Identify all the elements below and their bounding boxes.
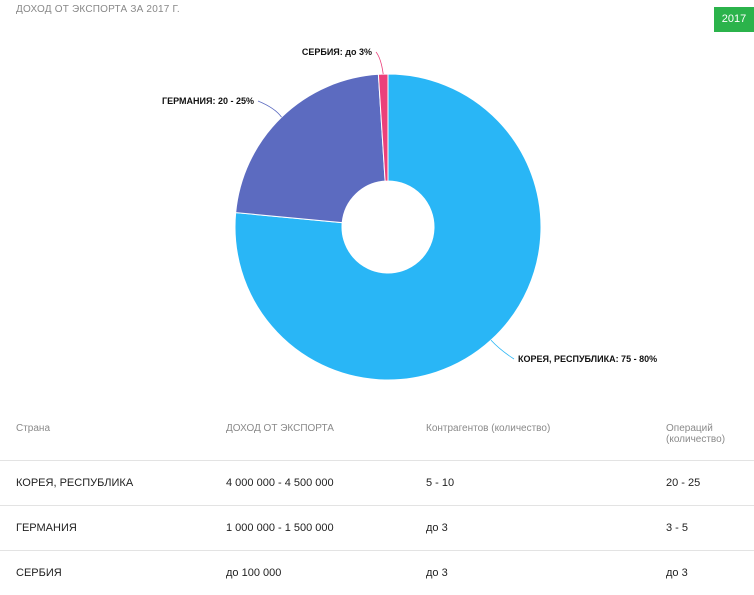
cell-country: КОРЕЯ, РЕСПУБЛИКА: [16, 477, 134, 489]
cell-counterparties: до 3: [426, 567, 448, 579]
cell-income: 1 000 000 - 1 500 000: [226, 522, 334, 534]
cell-income: 4 000 000 - 4 500 000: [226, 477, 334, 489]
export-table: Страна ДОХОД ОТ ЭКСПОРТА Контрагентов (к…: [0, 405, 754, 595]
slice-korea[interactable]: [234, 73, 542, 381]
cell-country: ГЕРМАНИЯ: [16, 522, 77, 534]
cell-income: до 100 000: [226, 567, 282, 579]
table-row: ГЕРМАНИЯ 1 000 000 - 1 500 000 до 3 3 - …: [0, 506, 754, 551]
cell-country: СЕРБИЯ: [16, 567, 62, 579]
slice-serbia[interactable]: [377, 73, 389, 182]
slice-label-germany: ГЕРМАНИЯ: 20 - 25%: [162, 96, 254, 106]
cell-operations: 20 - 25: [666, 477, 701, 489]
leader-line-serbia: [375, 51, 384, 75]
leader-line-korea: [490, 339, 515, 360]
chart-title: ДОХОД ОТ ЭКСПОРТА ЗА 2017 Г.: [16, 4, 180, 15]
column-header-counterparties: Контрагентов (количество): [426, 423, 551, 434]
cell-counterparties: до 3: [426, 522, 448, 534]
donut-chart: КОРЕЯ, РЕСПУБЛИКА: 75 - 80% ГЕРМАНИЯ: 20 …: [162, 47, 657, 381]
column-header-income: ДОХОД ОТ ЭКСПОРТА: [226, 423, 334, 434]
leader-line-germany: [257, 100, 282, 118]
slice-germany[interactable]: [235, 73, 386, 224]
cell-operations: 3 - 5: [666, 522, 689, 534]
year-selector-button[interactable]: 2017: [714, 7, 754, 32]
table-row: СЕРБИЯ до 100 000 до 3 до 3: [0, 551, 754, 595]
cell-counterparties: 5 - 10: [426, 477, 455, 489]
column-header-operations: Операций (количество): [666, 423, 726, 445]
cell-operations: до 3: [666, 567, 688, 579]
table-row: КОРЕЯ, РЕСПУБЛИКА 4 000 000 - 4 500 000 …: [0, 461, 754, 506]
column-header-country: Страна: [16, 423, 51, 434]
slice-label-serbia: СЕРБИЯ: до 3%: [302, 47, 372, 57]
table-header-row: Страна ДОХОД ОТ ЭКСПОРТА Контрагентов (к…: [0, 405, 754, 461]
slice-label-korea: КОРЕЯ, РЕСПУБЛИКА: 75 - 80%: [518, 354, 657, 364]
